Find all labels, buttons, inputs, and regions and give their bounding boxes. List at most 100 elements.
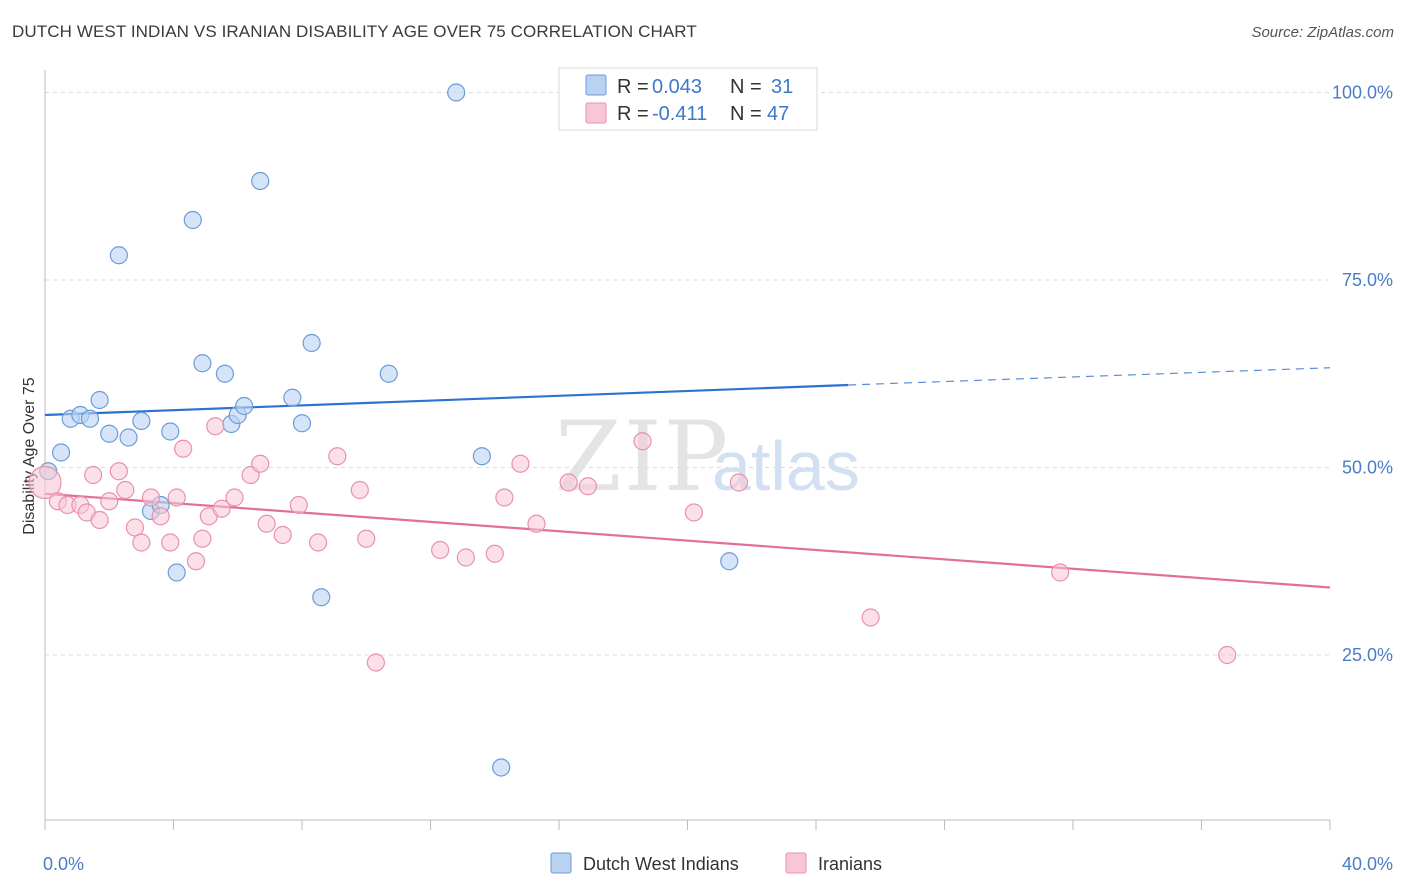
legend-swatch-blue	[585, 74, 607, 96]
point-dutch-west-indians-7	[109, 246, 128, 265]
point-iranians-38	[527, 514, 546, 533]
point-iranians-43	[729, 473, 749, 492]
point-iranians-13	[151, 507, 170, 526]
point-dutch-west-indians-4	[80, 409, 100, 428]
watermark-zip: ZIP	[555, 401, 730, 513]
point-iranians-35	[485, 544, 504, 563]
point-dutch-west-indians-30	[720, 552, 739, 571]
point-iranians-16	[174, 439, 193, 458]
y-tick-label-75: 75.0%	[1342, 270, 1393, 290]
y-tick-labels: 25.0% 50.0% 75.0% 100.0%	[1332, 83, 1393, 666]
y-axis-label: Disability Age Over 75	[21, 377, 38, 535]
point-iranians-11	[132, 533, 151, 552]
trend-line-dutch-west-indians-extension	[848, 367, 1331, 386]
point-iranians-37	[511, 454, 530, 473]
point-dutch-west-indians-15	[193, 354, 212, 373]
x-tick-label-min: 0.0%	[43, 854, 84, 874]
point-iranians-44	[861, 608, 880, 627]
legend-r-value-blue: 0.043	[652, 76, 702, 98]
point-iranians-34	[456, 548, 475, 567]
point-iranians-7	[100, 492, 119, 511]
point-iranians-8	[109, 462, 128, 481]
trend-line-dutch-west-indians	[44, 383, 849, 417]
point-iranians-40	[578, 477, 598, 496]
y-tick-label-100: 100.0%	[1332, 83, 1393, 103]
y-tick-label-50: 50.0%	[1342, 458, 1393, 478]
point-iranians-25	[257, 514, 276, 533]
point-dutch-west-indians-12	[161, 422, 180, 441]
legend-r-value-pink: -0.411	[652, 103, 707, 125]
x-tick-label-max: 40.0%	[1342, 854, 1393, 874]
chart-title: DUTCH WEST INDIAN VS IRANIAN DISABILITY …	[12, 22, 697, 41]
point-dutch-west-indians-28	[492, 758, 511, 777]
axes	[44, 70, 1331, 830]
series-legend: Dutch West Indians Iranians	[550, 852, 882, 874]
watermark-atlas: atlas	[712, 427, 860, 505]
legend-n-label-blue: N =	[730, 76, 762, 98]
point-iranians-0	[28, 465, 62, 500]
point-iranians-10	[125, 518, 145, 537]
point-iranians-45	[1051, 563, 1070, 582]
y-tick-label-25: 25.0%	[1342, 645, 1393, 665]
x-tick-labels: 0.0% 40.0%	[43, 854, 1393, 874]
point-iranians-28	[308, 533, 328, 552]
point-iranians-17	[186, 552, 206, 571]
legend-swatch-pink	[585, 102, 607, 124]
legend-r-label-pink: R =	[617, 103, 649, 125]
point-iranians-39	[559, 473, 578, 492]
point-iranians-12	[141, 488, 161, 507]
point-iranians-26	[273, 525, 292, 545]
point-dutch-west-indians-25	[379, 364, 398, 383]
point-iranians-9	[116, 480, 135, 500]
legend-item-dutch-west-indians: Dutch West Indians	[583, 854, 739, 874]
point-iranians-6	[90, 510, 109, 530]
point-dutch-west-indians-6	[100, 424, 119, 443]
trend-lines	[44, 367, 1331, 589]
point-dutch-west-indians-14	[183, 210, 202, 230]
trend-line-iranians	[44, 492, 1331, 589]
point-dutch-west-indians-9	[132, 411, 151, 431]
point-iranians-46	[1218, 645, 1237, 665]
point-iranians-22	[225, 488, 244, 507]
point-dutch-west-indians-26	[447, 83, 466, 102]
point-iranians-15	[167, 488, 186, 507]
point-iranians-29	[328, 447, 347, 466]
point-iranians-33	[431, 540, 450, 560]
point-iranians-20	[206, 417, 225, 436]
series-iranians-points	[28, 417, 1237, 672]
point-dutch-west-indians-27	[472, 447, 491, 466]
gridlines	[45, 92, 1330, 656]
point-iranians-41	[633, 432, 652, 451]
point-dutch-west-indians-1	[51, 443, 71, 462]
point-iranians-21	[212, 499, 231, 518]
point-iranians-24	[251, 454, 270, 473]
point-iranians-32	[366, 653, 385, 672]
point-dutch-west-indians-24	[312, 588, 331, 607]
point-dutch-west-indians-21	[283, 388, 302, 407]
point-dutch-west-indians-16	[215, 364, 234, 383]
point-iranians-5	[84, 465, 103, 485]
legend-r-label-blue: R =	[617, 76, 649, 98]
legend-n-value-blue: 31	[771, 76, 793, 98]
point-iranians-27	[289, 495, 308, 515]
point-iranians-31	[357, 529, 376, 548]
point-dutch-west-indians-22	[292, 414, 312, 433]
point-dutch-west-indians-8	[119, 428, 138, 447]
point-iranians-30	[350, 480, 369, 500]
source-label: Source: ZipAtlas.com	[1251, 24, 1394, 41]
point-iranians-42	[684, 503, 704, 522]
legend-item-dutch-west-indians-swatch	[550, 852, 572, 874]
legend-n-value-pink: 47	[767, 103, 789, 125]
point-iranians-14	[161, 533, 180, 552]
point-dutch-west-indians-19	[235, 396, 254, 416]
correlation-legend: R = 0.043 N = 31 R = -0.411 N = 47	[558, 67, 818, 131]
point-dutch-west-indians-13	[167, 563, 186, 582]
legend-n-label-pink: N =	[730, 103, 762, 125]
point-dutch-west-indians-20	[251, 171, 270, 191]
legend-item-iranians-swatch	[785, 852, 807, 874]
point-dutch-west-indians-5	[90, 390, 109, 410]
point-iranians-36	[495, 488, 514, 507]
legend-item-iranians: Iranians	[818, 854, 882, 874]
point-dutch-west-indians-23	[302, 333, 321, 353]
